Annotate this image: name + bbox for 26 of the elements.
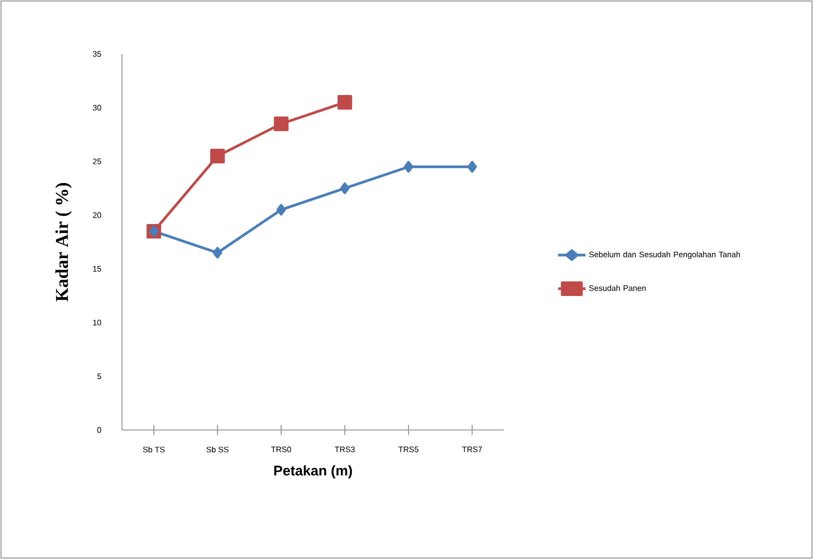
x-axis-title: Petakan (m) — [274, 465, 352, 478]
y-tick-label: 35 — [92, 51, 102, 57]
legend-label: Sesudah Panen — [589, 285, 646, 291]
point — [212, 246, 222, 259]
point — [210, 148, 225, 164]
x-tick-label: TRS0 — [271, 446, 292, 452]
y-tick-label: 30 — [92, 104, 102, 111]
y-tick-label: 15 — [93, 266, 102, 272]
x-tick-label: TRS5 — [398, 446, 418, 452]
point — [340, 182, 350, 194]
y-tick-label: 10 — [93, 320, 102, 326]
point — [338, 95, 352, 110]
y-tick-label: 5 — [97, 373, 102, 380]
y-tick-label: 20 — [92, 212, 102, 218]
point — [274, 116, 288, 132]
y-tick-label: 25 — [92, 158, 102, 164]
x-tick-label: Sb TS — [143, 446, 165, 452]
point — [276, 204, 286, 216]
point — [467, 160, 477, 173]
point — [404, 160, 414, 173]
x-tick-label: Sb SS — [206, 446, 228, 452]
legend-label: Sebelum dan Sesudah Pengolahan Tanah — [589, 251, 740, 259]
x-tick-label: TRS3 — [334, 446, 355, 452]
y-axis-title: Kadar Air ( %) — [55, 183, 72, 302]
y-tick-label: 0 — [97, 427, 102, 433]
x-tick-label: TRS7 — [462, 446, 482, 452]
